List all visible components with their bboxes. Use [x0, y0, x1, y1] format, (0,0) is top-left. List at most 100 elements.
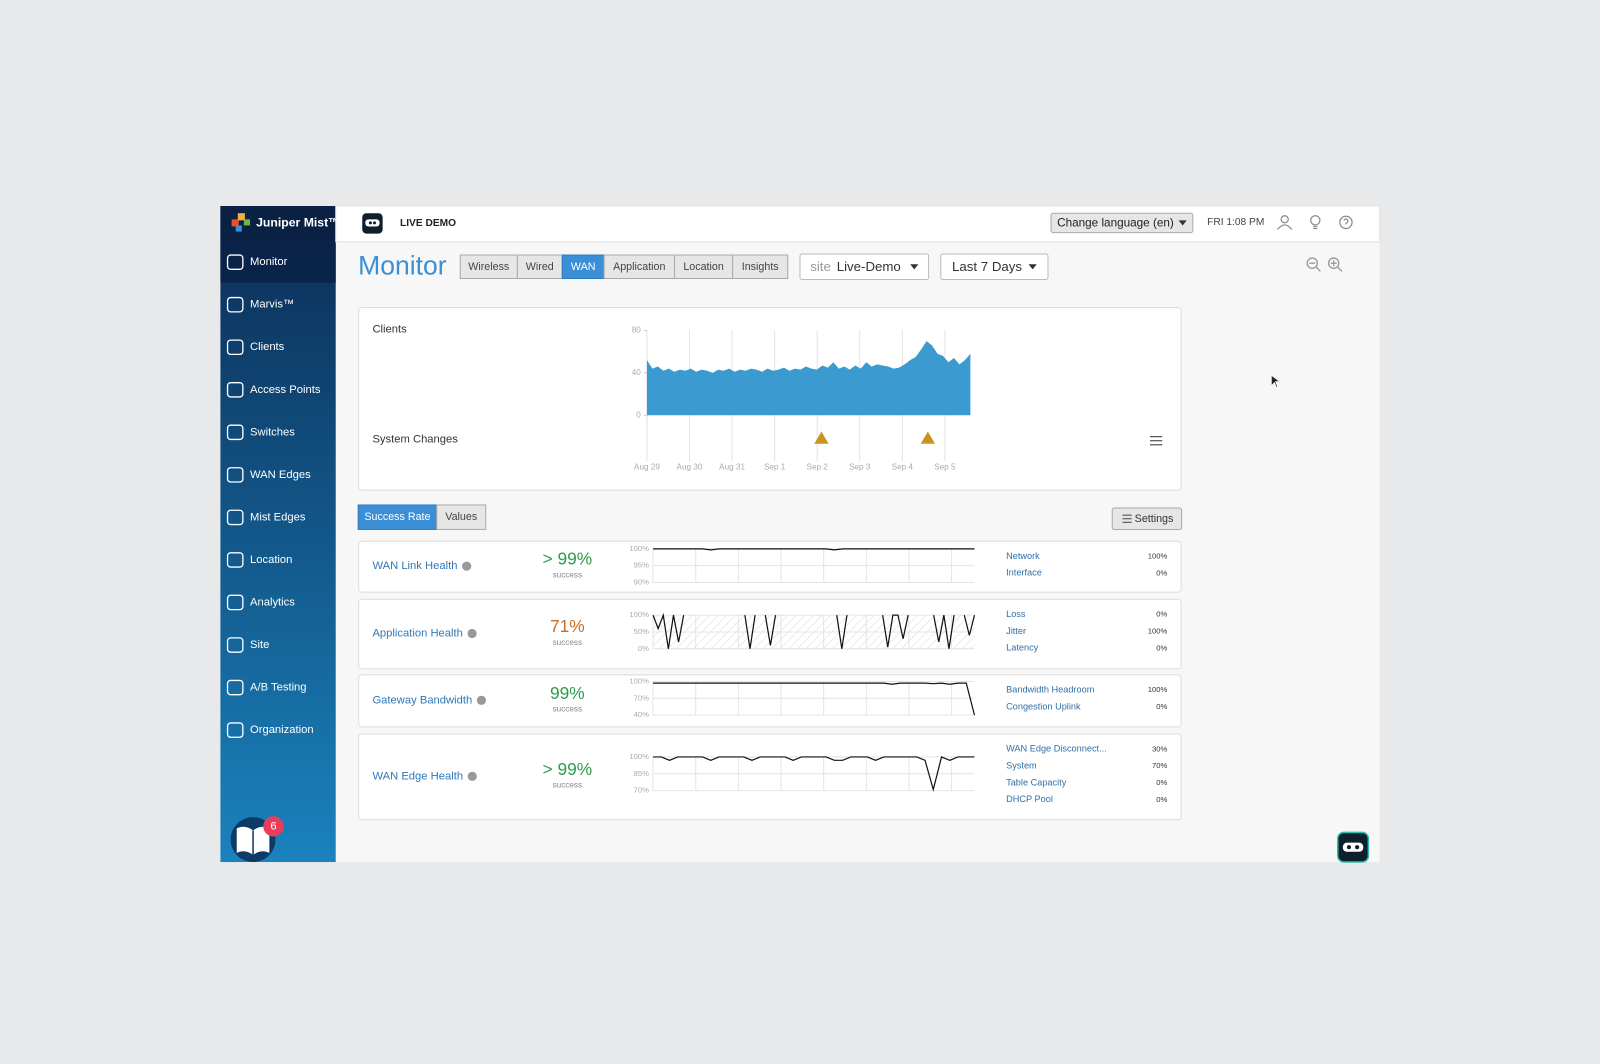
metric-name[interactable]: Jitter — [1006, 626, 1026, 636]
marvis-button[interactable] — [1336, 831, 1370, 863]
tab-label: Application — [613, 261, 665, 273]
nav-item[interactable]: Access Points — [250, 384, 321, 396]
org-icon — [362, 213, 383, 234]
dropdown-caret — [910, 264, 919, 270]
y-tick-label: 0% — [638, 644, 649, 653]
metric-name[interactable]: Loss — [1006, 609, 1026, 619]
y-tick-label: 90% — [634, 578, 650, 587]
language-label: Change language (en) — [1057, 217, 1174, 230]
y-tick-label: 100% — [629, 610, 649, 619]
metric-name[interactable]: Table Capacity — [1006, 777, 1067, 787]
nav-icon — [226, 424, 244, 441]
brand-bar — [220, 206, 336, 242]
clients-chart: Aug 29 Aug 30 Aug 31 Sep 1 Sep 2 Sep 3 Sep 4 Se… — [632, 326, 971, 471]
nav-item[interactable]: Organization — [250, 724, 314, 736]
health-sub: success — [553, 571, 582, 580]
y-tick-label: 50% — [634, 627, 650, 636]
health-value: > 99% — [543, 549, 593, 569]
y-tick-label: 40% — [634, 710, 650, 719]
y-tick-label: 70% — [634, 786, 650, 795]
mode-toggle: Success Rate Values — [357, 504, 487, 530]
metric-name[interactable]: Interface — [1006, 568, 1042, 578]
nav-item[interactable]: WAN Edges — [250, 469, 311, 481]
system-change-marker[interactable] — [814, 431, 829, 444]
metric-value: 100% — [1148, 551, 1168, 560]
metric-value: 100% — [1148, 685, 1168, 694]
nav-icon — [226, 467, 244, 483]
zoom-controls[interactable] — [1306, 257, 1343, 272]
range-label: Last 7 Days — [952, 259, 1022, 274]
mode-label: Success Rate — [364, 511, 430, 523]
y-tick-label: 40 — [632, 368, 642, 377]
x-tick-label: Sep 2 — [807, 462, 829, 471]
health-line — [653, 548, 975, 551]
range-select[interactable] — [940, 253, 1049, 281]
x-tick-label: Sep 1 — [764, 462, 786, 471]
health-name[interactable]: Gateway Bandwidth — [372, 694, 472, 706]
health-card — [358, 674, 1182, 728]
nav-item[interactable]: Monitor — [250, 256, 288, 268]
nav-item[interactable]: Marvis™ — [250, 299, 294, 311]
tab[interactable] — [732, 254, 789, 280]
mode-button[interactable] — [436, 504, 487, 530]
brand: Juniper Mist™ — [256, 216, 340, 230]
tab-label: Wired — [526, 261, 554, 273]
page-title: Monitor — [358, 250, 447, 280]
clock: FRI 1:08 PM — [1207, 217, 1264, 228]
nav-item[interactable]: A/B Testing — [250, 682, 307, 694]
nav-icon — [226, 381, 244, 398]
nav-icon — [226, 254, 244, 270]
health-list: WAN Link Health > 99% success 90% 95% 100% Net… — [358, 540, 1182, 821]
help-icon[interactable] — [467, 628, 477, 639]
x-tick-label: Sep 3 — [849, 462, 871, 471]
nav-icon — [226, 637, 244, 653]
health-name[interactable]: WAN Edge Health — [372, 770, 463, 782]
nav-icon — [226, 552, 244, 568]
tab-label: Insights — [742, 261, 779, 273]
cursor — [1271, 374, 1281, 389]
help-icon[interactable] — [462, 561, 472, 571]
nav-item[interactable]: Site — [250, 639, 269, 651]
nav-item[interactable]: Switches — [250, 426, 295, 438]
metric-name[interactable]: DHCP Pool — [1006, 794, 1053, 804]
metric-value: 0% — [1156, 568, 1167, 577]
site-select[interactable] — [799, 253, 930, 281]
nav-item[interactable]: Clients — [250, 341, 285, 353]
metric-name[interactable]: Network — [1006, 551, 1040, 561]
metric-name[interactable]: Congestion Uplink — [1006, 701, 1081, 711]
help-icon[interactable] — [476, 695, 487, 705]
y-tick-label: 100% — [629, 752, 649, 761]
nav-icon — [226, 509, 244, 526]
chart-settings-icon[interactable] — [1150, 436, 1163, 446]
nav-icon — [226, 339, 244, 356]
health-name[interactable]: WAN Link Health — [372, 560, 457, 572]
y-tick-label: 80 — [632, 326, 642, 335]
changes-label: System Changes — [372, 434, 458, 446]
mode-button[interactable] — [357, 504, 438, 530]
tab-label: Wireless — [468, 261, 509, 273]
nav-item[interactable]: Analytics — [250, 596, 295, 608]
metric-name[interactable]: WAN Edge Disconnect... — [1006, 744, 1107, 754]
health-name[interactable]: Application Health — [372, 627, 462, 639]
settings-button[interactable] — [1111, 507, 1183, 530]
metric-name[interactable]: System — [1006, 761, 1037, 771]
nav-item[interactable]: Mist Edges — [250, 511, 306, 523]
metric-name[interactable]: Latency — [1006, 643, 1039, 653]
y-tick-label: 85% — [634, 769, 650, 778]
y-tick-label: 95% — [634, 561, 650, 570]
metric-value: 0% — [1156, 643, 1167, 652]
y-tick-label: 100% — [629, 676, 649, 685]
x-tick-label: Aug 30 — [677, 462, 703, 471]
nav-item[interactable]: Location — [250, 554, 292, 566]
help-book[interactable] — [230, 816, 284, 863]
help-icon[interactable] — [467, 771, 477, 781]
x-tick-label: Aug 29 — [634, 462, 660, 471]
top-icons[interactable] — [1277, 215, 1353, 230]
tab-group: Wireless Wired WAN Application Location Insig… — [459, 254, 789, 280]
tab-label: WAN — [571, 261, 596, 273]
health-sub: success — [553, 781, 582, 790]
language-select[interactable] — [1050, 212, 1194, 234]
metric-name[interactable]: Bandwidth Headroom — [1006, 685, 1095, 695]
system-change-marker[interactable] — [920, 431, 935, 444]
